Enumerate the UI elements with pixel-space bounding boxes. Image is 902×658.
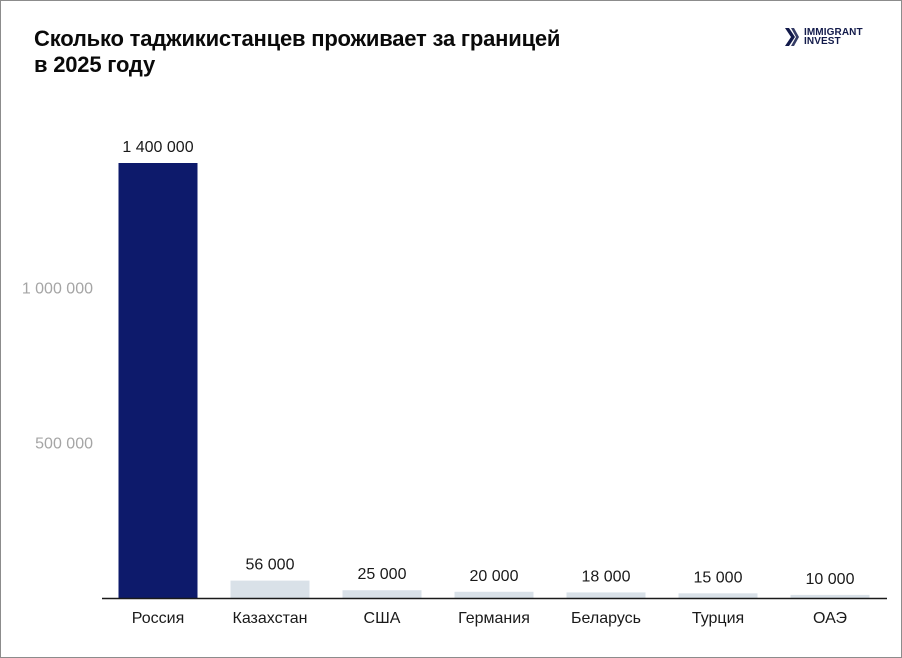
bar — [118, 163, 198, 598]
bar — [342, 590, 422, 598]
data-label: 10 000 — [806, 571, 855, 588]
bar — [678, 593, 758, 598]
data-label: 1 400 000 — [122, 139, 193, 156]
chart-title: Сколько таджикистанцев проживает за гран… — [34, 26, 674, 78]
bar — [566, 592, 646, 598]
x-tick-label: Беларусь — [571, 610, 641, 627]
bar — [454, 591, 534, 598]
data-label: 25 000 — [358, 566, 407, 583]
data-label: 56 000 — [246, 557, 295, 574]
y-tick-label: 1 000 000 — [22, 280, 93, 297]
brand-logo: IMMIGRANT INVEST — [785, 27, 863, 47]
x-tick-label: Турция — [692, 610, 744, 627]
x-tick-label: США — [364, 610, 401, 627]
data-label: 18 000 — [582, 568, 631, 585]
chart-title-line-1: Сколько таджикистанцев проживает за гран… — [34, 26, 561, 51]
chart-title-line-2: в 2025 году — [34, 52, 155, 77]
bar — [230, 580, 310, 598]
brand-name: IMMIGRANT INVEST — [804, 27, 863, 47]
brand-chevron-icon — [785, 28, 799, 46]
brand-name-line-1: IMMIGRANT — [804, 27, 863, 38]
brand-name-line-2: INVEST — [804, 36, 841, 47]
data-label: 15 000 — [694, 569, 743, 586]
x-tick-label: ОАЭ — [813, 610, 847, 627]
data-label: 20 000 — [470, 568, 519, 585]
y-tick-label: 500 000 — [35, 436, 93, 453]
x-tick-label: Казахстан — [233, 610, 308, 627]
x-tick-label: Германия — [458, 610, 530, 627]
bar — [790, 594, 870, 598]
x-tick-label: Россия — [132, 610, 184, 627]
